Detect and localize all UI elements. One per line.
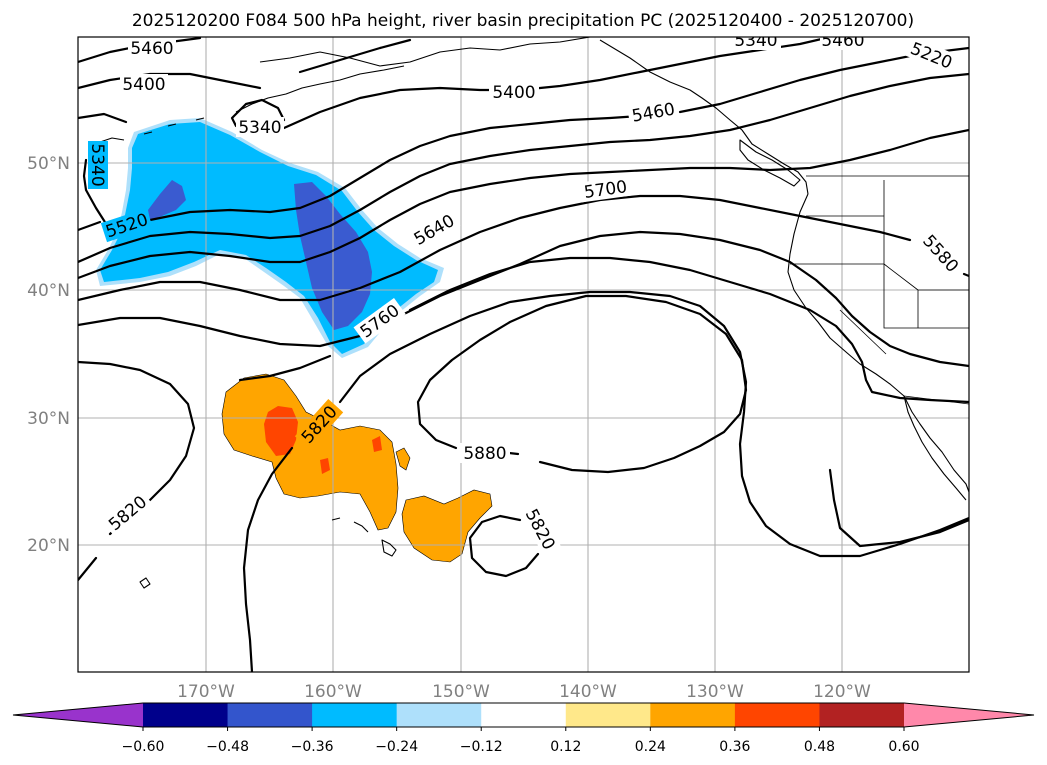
contour-label-text: 5880: [463, 444, 506, 464]
pos-mid-fill-islet: [395, 447, 411, 471]
hawaii-islands: [331, 517, 397, 557]
contour-label-text: 5340: [238, 118, 281, 138]
map-frame: [77, 36, 970, 673]
contour-5700: [78, 230, 969, 368]
contour-5880-east-loop: [828, 468, 969, 548]
contour-label-5400-nw: 5400: [120, 74, 168, 95]
lon-tick-labels: 170°W 160°W 150°W 140°W 130°W 120°W: [177, 682, 871, 702]
colorbar-segment: [143, 703, 229, 727]
lon-tick-170w: 170°W: [177, 682, 235, 702]
guadalupe-atoll: [139, 577, 151, 589]
positive-anomaly-area: [221, 373, 493, 563]
lon-tick-150w: 150°W: [432, 682, 490, 702]
graticule: [78, 37, 969, 672]
colorbar-extend-min: [13, 703, 143, 727]
baja-peninsula: [903, 395, 967, 501]
colorbar-tick-label: 0.12: [550, 739, 581, 755]
lat-tick-labels: 50°N 40°N 30°N 20°N: [27, 154, 70, 556]
colorbar-segment: [734, 703, 820, 727]
colorbar-segment: [565, 703, 651, 727]
colorbar-segment: [227, 703, 313, 727]
contour-5640: [78, 194, 969, 302]
colorbar-tick-label: −0.60: [122, 739, 165, 755]
pos-strong-spot-a: [320, 458, 330, 474]
lon-tick-160w: 160°W: [304, 682, 362, 702]
contour-label-text: 5460: [130, 39, 173, 59]
contour-label-5400-center: 5400: [489, 82, 539, 103]
colorbar-tick-label: −0.36: [291, 739, 334, 755]
contour-label-5460-nw: 5460: [128, 38, 176, 59]
map-panel: 5460 5400 5340 5340 5520: [77, 31, 970, 673]
contour-5400-main: [282, 37, 832, 130]
colorbar-tick-label: −0.24: [375, 739, 418, 755]
coastlines: [99, 37, 969, 589]
colorbar-segment: [650, 703, 736, 727]
lon-tick-130w: 130°W: [686, 682, 744, 702]
colorbar-tick-label: 0.24: [635, 739, 666, 755]
us-west-coast: [787, 193, 969, 493]
colorbar-tick-label: −0.48: [206, 739, 249, 755]
contour-5760: [238, 256, 969, 404]
contour-label-5460-center: 5460: [626, 97, 680, 127]
colorbar-extend-max: [904, 703, 1034, 727]
contour-label-5340-ne: 5340: [731, 31, 781, 51]
height-contours: [78, 37, 969, 672]
colorbar-segment: [312, 703, 398, 727]
contour-5400-north: [78, 38, 412, 90]
colorbar-tick-label: 0.36: [719, 739, 750, 755]
neg-strong-core-west: [148, 180, 186, 220]
lon-tick-140w: 140°W: [559, 682, 617, 702]
contour-label-text: 5340: [734, 31, 777, 51]
contour-5820-main: [242, 290, 969, 672]
contour-5520: [78, 72, 969, 264]
contour-label-text: 5460: [821, 31, 864, 51]
lat-tick-20n: 20°N: [27, 536, 70, 556]
colorbar-ticks: −0.60 −0.48 −0.36 −0.24 −0.12 0.12 0.24 0.36 0.4…: [122, 727, 920, 755]
contour-label-text: 5400: [492, 83, 535, 103]
contour-5820-loop: [468, 514, 540, 578]
alaska-coast: [259, 37, 591, 67]
colorbar-tick-label: 0.60: [888, 739, 919, 755]
colorbar: −0.60 −0.48 −0.36 −0.24 −0.12 0.12 0.24 0.36 0.4…: [12, 702, 1035, 755]
contour-label-5460-ne-clipped: 5460: [820, 31, 866, 51]
pos-mid-fill: [221, 373, 399, 531]
vancouver-island: [739, 139, 801, 187]
contour-label-5340-loop: 5340: [236, 117, 284, 138]
contour-label-text: 5340: [87, 143, 107, 186]
contour-5460-mid: [78, 112, 128, 232]
us-state-borders: [790, 180, 969, 355]
contour-label-text: 5400: [122, 75, 165, 95]
pos-mid-fill-east: [401, 489, 493, 563]
colorbar-segment: [396, 703, 482, 727]
colorbar-segment: [481, 703, 567, 727]
lat-tick-40n: 40°N: [27, 281, 70, 301]
lat-tick-30n: 30°N: [27, 409, 70, 429]
aleutian-islands: [99, 117, 205, 143]
contour-label-5880: 5880: [460, 443, 510, 464]
colorbar-segments: [13, 703, 1034, 727]
colorbar-tick-label: 0.48: [804, 739, 835, 755]
lon-tick-120w: 120°W: [813, 682, 871, 702]
colorbar-tick-label: −0.12: [460, 739, 503, 755]
contour-label-5340-vertical: 5340: [87, 141, 108, 189]
pos-strong-spot-b: [372, 436, 382, 452]
contour-5580: [78, 128, 969, 280]
chart-title: 2025120200 F084 500 hPa height, river ba…: [132, 11, 914, 31]
lat-tick-50n: 50°N: [27, 154, 70, 174]
colorbar-segment: [819, 703, 905, 727]
